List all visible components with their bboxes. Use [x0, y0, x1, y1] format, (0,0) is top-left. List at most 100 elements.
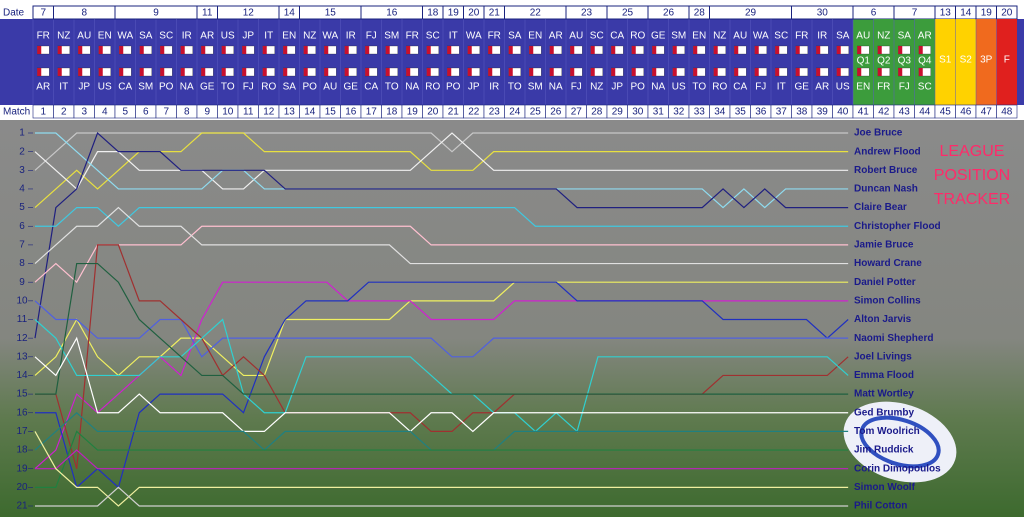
home-team: FR [488, 31, 501, 42]
match-number: 30 [632, 107, 644, 118]
away-team: GE [795, 82, 810, 93]
flag-stripe [98, 68, 103, 76]
away-team: JP [468, 82, 480, 93]
match-number: 14 [304, 107, 316, 118]
away-team: JP [78, 82, 90, 93]
away-team: GE [344, 82, 359, 93]
match-number: 6 [143, 107, 149, 118]
match-number: 12 [263, 107, 275, 118]
flag-stripe [734, 68, 739, 76]
series-line [35, 449, 849, 470]
stage: Q2 [877, 56, 891, 67]
home-team: IT [449, 31, 458, 42]
home-team: IR [182, 31, 192, 42]
stage-cell [853, 19, 874, 105]
home-team: CA [610, 31, 624, 42]
away-team: IT [777, 82, 786, 93]
match-number: 22 [468, 107, 480, 118]
flag-stripe [37, 68, 42, 76]
flag-stripe [672, 46, 677, 54]
date: 11 [202, 8, 213, 19]
away-team: IT [59, 82, 68, 93]
flag-stripe [242, 68, 247, 76]
away-team: JP [611, 82, 623, 93]
flag-stripe [406, 68, 411, 76]
y-tick-label: 18 [16, 445, 28, 456]
flag-stripe [180, 46, 185, 54]
match-number: 39 [817, 107, 829, 118]
date: 23 [581, 8, 593, 19]
home-team: WA [466, 31, 482, 42]
y-tick-label: 4 [19, 184, 25, 195]
match-number: 19 [407, 107, 419, 118]
flag-stripe [508, 46, 513, 54]
flag-stripe [57, 68, 62, 76]
date: 14 [284, 8, 296, 19]
match-number: 20 [427, 107, 439, 118]
flag-stripe [590, 68, 595, 76]
home-team: NZ [713, 31, 726, 42]
away-team: SM [138, 82, 153, 93]
flag-stripe [877, 46, 882, 54]
y-tick-label: 5 [19, 202, 25, 213]
flag-stripe [529, 46, 534, 54]
series-name: Tom Woolrich [854, 426, 920, 437]
flag-stripe [693, 46, 698, 54]
y-tick-label: 1 [19, 128, 25, 139]
flag-stripe [652, 68, 657, 76]
series-name: Ged Brumby [854, 407, 914, 418]
series-line [34, 131, 849, 339]
flag-stripe [918, 46, 923, 54]
stage: F [1004, 55, 1010, 66]
flag-stripe [488, 68, 493, 76]
flag-stripe [324, 46, 329, 54]
chart-title: LEAGUE [940, 143, 1005, 160]
y-tick-label: 21 [16, 501, 28, 512]
series-name: Jamie Bruce [854, 240, 914, 251]
match-number: 28 [591, 107, 603, 118]
home-team: RO [630, 31, 645, 42]
home-team: SC [590, 31, 604, 42]
date-label: Date [3, 8, 25, 19]
home-team: AR [918, 31, 932, 42]
series-name: Robert Bruce [854, 165, 918, 176]
match-number: 4 [102, 107, 108, 118]
flag-stripe [201, 68, 206, 76]
home-team: IR [346, 31, 356, 42]
away-team: RO [425, 82, 440, 93]
flag-stripe [570, 68, 575, 76]
home-team: IR [817, 31, 827, 42]
series-line [35, 244, 849, 469]
stage: 3P [980, 55, 993, 66]
match-number: 18 [386, 107, 398, 118]
flag-stripe [242, 46, 247, 54]
home-team: WA [753, 31, 769, 42]
stage: Q4 [918, 56, 932, 67]
match-number: 25 [530, 107, 542, 118]
home-team: AU [77, 31, 91, 42]
match-number: 31 [653, 107, 665, 118]
home-team: WA [117, 31, 133, 42]
stage-cell [955, 19, 976, 105]
flag-stripe [836, 46, 841, 54]
flag-stripe [98, 46, 103, 54]
flag-stripe [344, 46, 349, 54]
away-team: AU [323, 82, 337, 93]
away-team: NA [549, 82, 563, 93]
away-team: NA [651, 82, 665, 93]
flag-stripe [611, 46, 616, 54]
date: 19 [981, 8, 993, 19]
home-team: FR [406, 31, 419, 42]
flag-stripe [221, 46, 226, 54]
match-number: 7 [163, 107, 169, 118]
flag-stripe [713, 68, 718, 76]
match-number: 11 [243, 107, 254, 118]
series-line [34, 132, 849, 209]
series-name: Claire Bear [854, 202, 907, 213]
date: 6 [871, 8, 877, 19]
date: 9 [153, 8, 159, 19]
away-team: PO [446, 82, 461, 93]
flag-stripe [426, 46, 431, 54]
series-line [35, 281, 849, 489]
flag-stripe [836, 68, 841, 76]
